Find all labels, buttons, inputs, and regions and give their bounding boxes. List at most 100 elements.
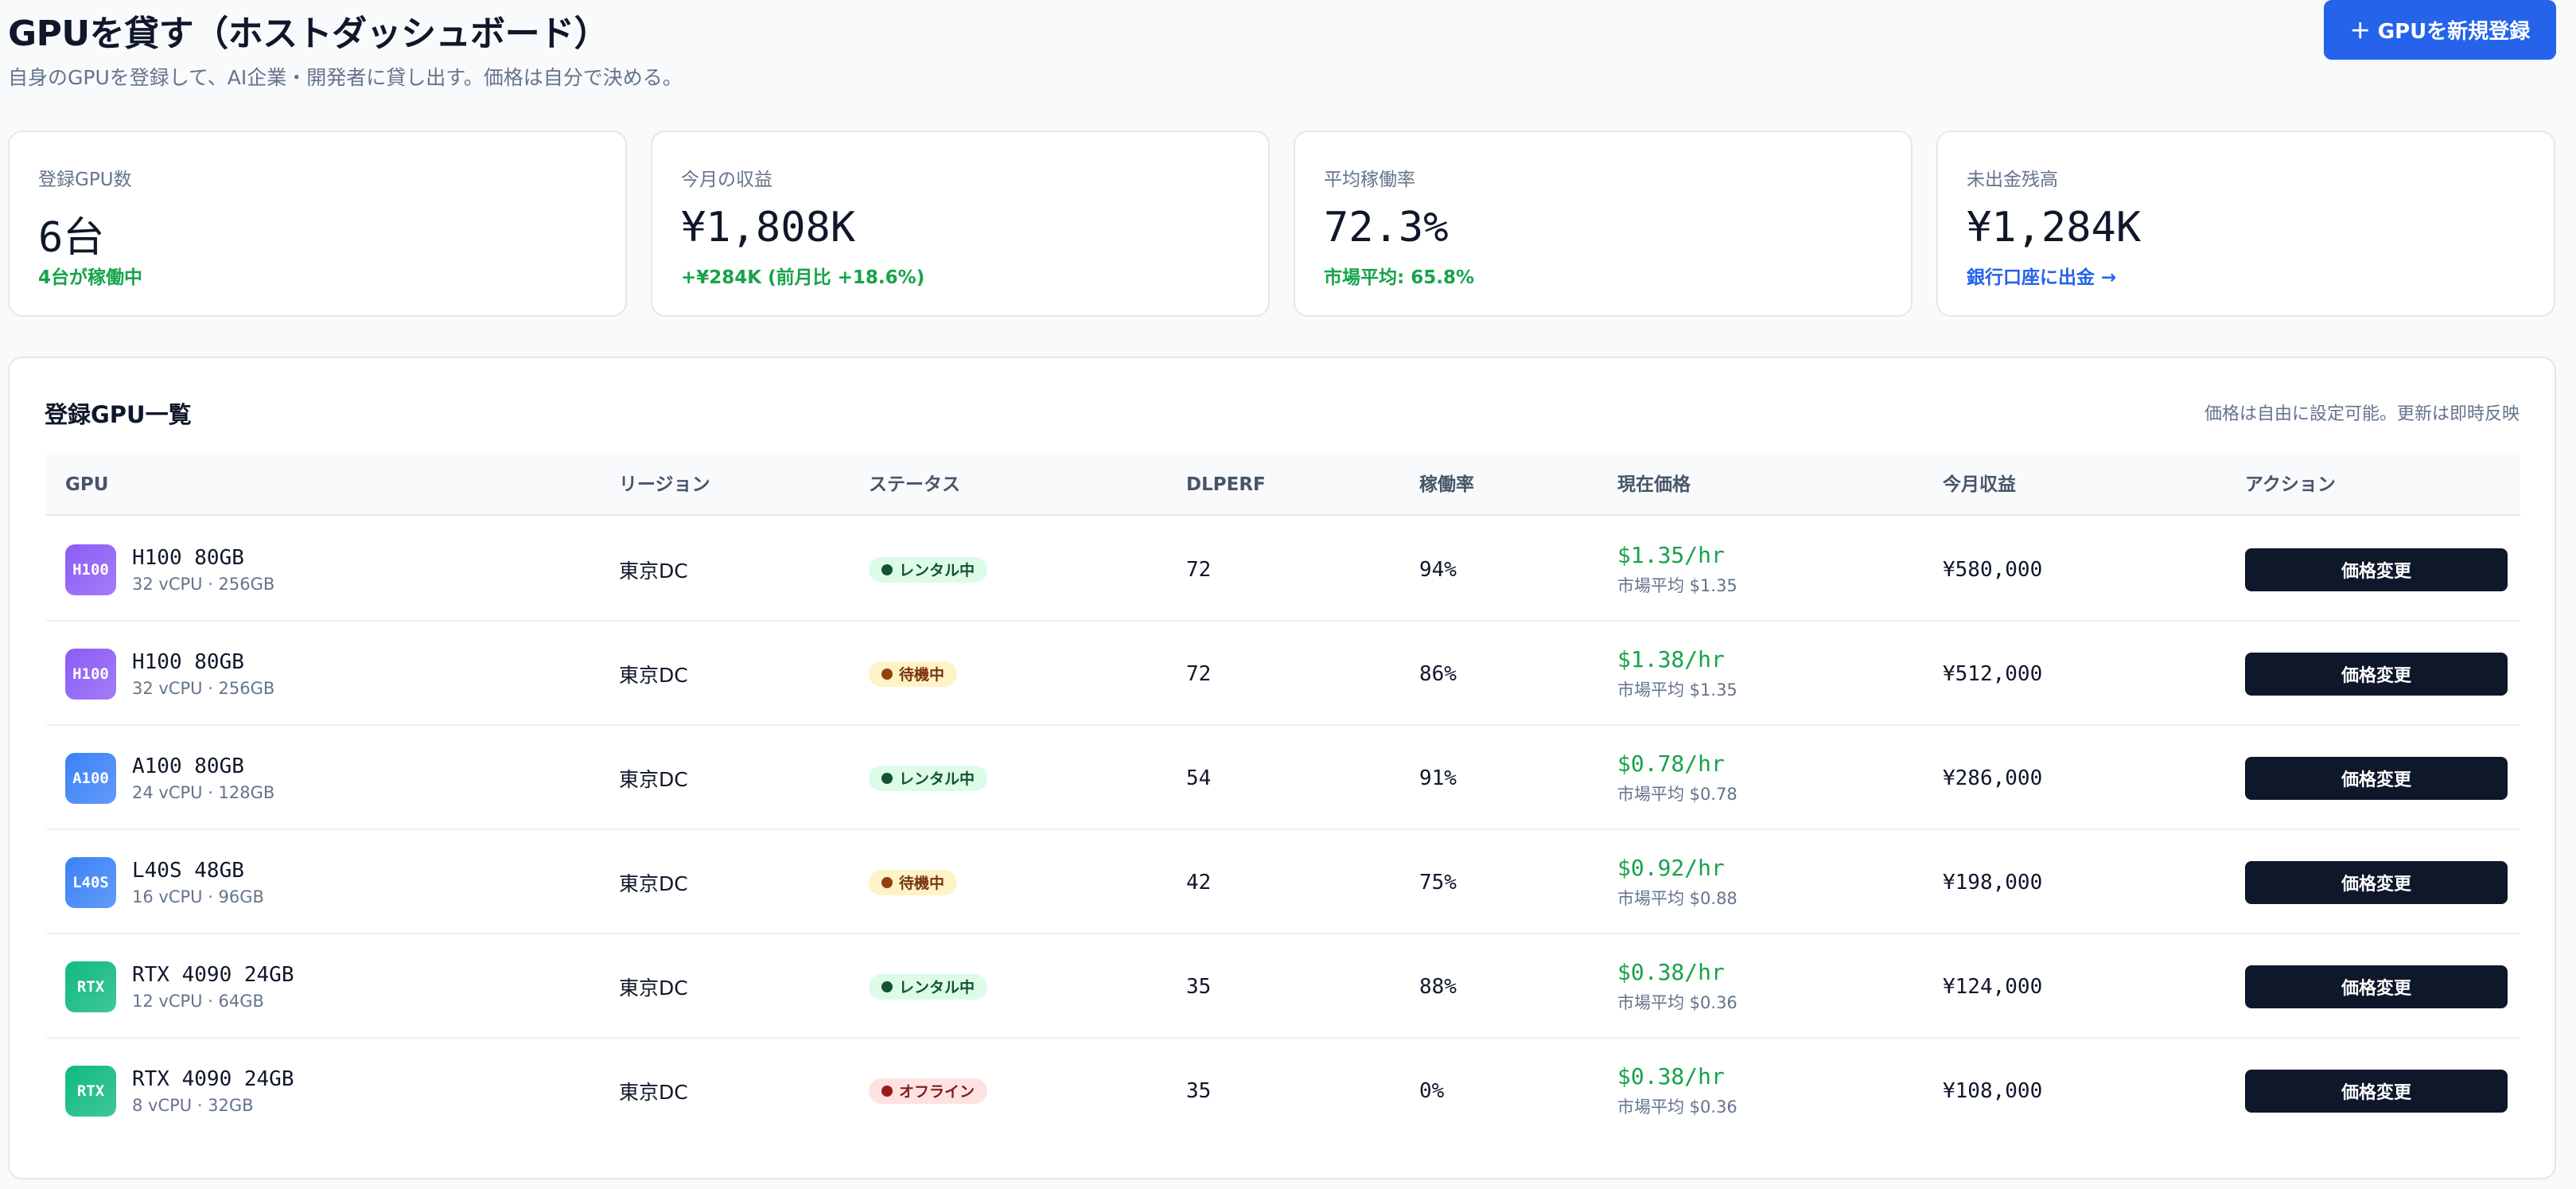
gpu-cell: RTX RTX 4090 24GB 12 vCPU · 64GB [65, 934, 294, 1039]
change-price-button[interactable]: 価格変更 [2245, 965, 2508, 1008]
change-price-button[interactable]: 価格変更 [2245, 652, 2508, 696]
status-text: 待機中 [899, 666, 945, 684]
status-dot-icon [881, 980, 893, 992]
status-badge: レンタル中 [869, 556, 988, 583]
region-cell: 東京DC [619, 559, 688, 583]
status-badge: 待機中 [869, 661, 958, 687]
region-cell: 東京DC [619, 871, 688, 895]
action-cell: 価格変更 [2245, 517, 2508, 622]
gpu-name: RTX 4090 24GB [132, 1066, 294, 1091]
status-text: レンタル中 [899, 562, 975, 579]
status-dot-icon [881, 876, 893, 888]
gpu-cell: A100 A100 80GB 24 vCPU · 128GB [65, 726, 274, 830]
utilization-cell: 86% [1419, 661, 1457, 686]
table-header: GPU リージョン ステータス DLPERF 稼働率 現在価格 今月収益 アクシ… [46, 454, 2520, 516]
status-cell: 待機中 [869, 830, 958, 934]
stat-note: 4台が稼働中 [38, 267, 143, 288]
utilization-cell: 91% [1419, 766, 1457, 790]
gpu-spec: 32 vCPU · 256GB [132, 574, 275, 594]
dlperf-cell: 72 [1186, 557, 1212, 582]
gpu-spec: 24 vCPU · 128GB [132, 782, 275, 802]
revenue-cell: ¥286,000 [1943, 766, 2043, 790]
status-cell: レンタル中 [869, 726, 988, 830]
dlperf-cell: 42 [1186, 870, 1212, 895]
status-badge: レンタル中 [869, 973, 988, 1000]
table-row: H100 H100 80GB 32 vCPU · 256GB 東京DC 待機中 … [46, 622, 2520, 726]
market-average: 市場平均 $0.78 [1617, 785, 1737, 804]
status-text: オフライン [899, 1083, 975, 1101]
utilization-cell: 0% [1419, 1078, 1445, 1103]
region-cell: 東京DC [619, 663, 688, 687]
action-cell: 価格変更 [2245, 622, 2508, 726]
gpu-chip-icon: L40S [65, 856, 116, 908]
market-average: 市場平均 $0.88 [1617, 889, 1737, 908]
gpu-name: RTX 4090 24GB [132, 962, 294, 987]
stat-label: 未出金残高 [1967, 170, 2058, 190]
column-header-action: アクション [2245, 474, 2336, 495]
page-title: GPUを貸す（ホストダッシュボード） [8, 14, 609, 54]
action-cell: 価格変更 [2245, 726, 2508, 830]
withdraw-link[interactable]: 銀行口座に出金 → [1967, 267, 2117, 288]
stat-value: 6台 [38, 214, 105, 262]
gpu-cell: H100 H100 80GB 32 vCPU · 256GB [65, 622, 274, 726]
status-cell: レンタル中 [869, 934, 988, 1039]
market-average: 市場平均 $1.35 [1617, 680, 1737, 700]
column-header-utilization: 稼働率 [1419, 474, 1474, 495]
status-cell: オフライン [869, 1039, 988, 1143]
table-row: L40S L40S 48GB 16 vCPU · 96GB 東京DC 待機中 4… [46, 830, 2520, 934]
gpu-spec: 8 vCPU · 32GB [132, 1095, 254, 1115]
gpu-name: H100 80GB [132, 545, 244, 570]
table-title: 登録GPU一覧 [45, 401, 192, 428]
gpu-name: L40S 48GB [132, 858, 244, 883]
status-badge: オフライン [869, 1078, 988, 1104]
market-average: 市場平均 $0.36 [1617, 1097, 1737, 1117]
gpu-name: H100 80GB [132, 649, 244, 674]
dlperf-cell: 72 [1186, 661, 1212, 686]
dlperf-cell: 35 [1186, 1078, 1212, 1103]
gpu-cell: L40S L40S 48GB 16 vCPU · 96GB [65, 830, 264, 934]
register-gpu-button[interactable]: ＋ GPUを新規登録 [2324, 0, 2556, 60]
table-row: RTX RTX 4090 24GB 12 vCPU · 64GB 東京DC レン… [46, 934, 2520, 1039]
gpu-spec: 12 vCPU · 64GB [132, 991, 264, 1011]
change-price-button[interactable]: 価格変更 [2245, 1069, 2508, 1113]
column-header-dlperf: DLPERF [1186, 474, 1266, 495]
current-price: $0.38/hr [1617, 959, 1725, 985]
status-cell: 待機中 [869, 622, 958, 726]
market-average: 市場平均 $0.36 [1617, 993, 1737, 1012]
page-subtitle: 自身のGPUを登録して、AI企業・開発者に貸し出す。価格は自分で決める。 [8, 66, 683, 89]
status-badge: 待機中 [869, 869, 958, 895]
revenue-cell: ¥108,000 [1943, 1078, 2043, 1103]
price-cell: $1.35/hr 市場平均 $1.35 [1617, 517, 1737, 622]
revenue-cell: ¥512,000 [1943, 661, 2043, 686]
status-dot-icon [881, 772, 893, 784]
status-badge: レンタル中 [869, 765, 988, 791]
stat-value: ¥1,808K [681, 204, 856, 251]
price-cell: $0.78/hr 市場平均 $0.78 [1617, 726, 1737, 830]
status-dot-icon [881, 563, 893, 575]
price-cell: $0.38/hr 市場平均 $0.36 [1617, 1039, 1737, 1143]
column-header-price: 現在価格 [1617, 474, 1691, 495]
current-price: $0.38/hr [1617, 1063, 1725, 1090]
change-price-button[interactable]: 価格変更 [2245, 860, 2508, 904]
stat-value: ¥1,284K [1967, 204, 2142, 251]
revenue-cell: ¥198,000 [1943, 870, 2043, 895]
change-price-button[interactable]: 価格変更 [2245, 548, 2508, 591]
gpu-chip-icon: RTX [65, 961, 116, 1012]
column-header-region: リージョン [619, 474, 710, 495]
current-price: $0.92/hr [1617, 855, 1725, 881]
revenue-cell: ¥124,000 [1943, 974, 2043, 999]
dlperf-cell: 54 [1186, 766, 1212, 790]
utilization-cell: 88% [1419, 974, 1457, 999]
dlperf-cell: 35 [1186, 974, 1212, 999]
column-header-gpu: GPU [65, 474, 109, 495]
table-note: 価格は自由に設定可能。更新は即時反映 [2204, 404, 2520, 424]
action-cell: 価格変更 [2245, 1039, 2508, 1143]
stat-note: +¥284K (前月比 +18.6%) [681, 267, 925, 288]
utilization-cell: 94% [1419, 557, 1457, 582]
current-price: $0.78/hr [1617, 750, 1725, 777]
region-cell: 東京DC [619, 976, 688, 1000]
change-price-button[interactable]: 価格変更 [2245, 756, 2508, 800]
action-cell: 価格変更 [2245, 830, 2508, 934]
stat-card-monthly-revenue: 今月の収益 ¥1,808K +¥284K (前月比 +18.6%) [651, 131, 1270, 317]
stat-note: 市場平均: 65.8% [1324, 267, 1474, 288]
